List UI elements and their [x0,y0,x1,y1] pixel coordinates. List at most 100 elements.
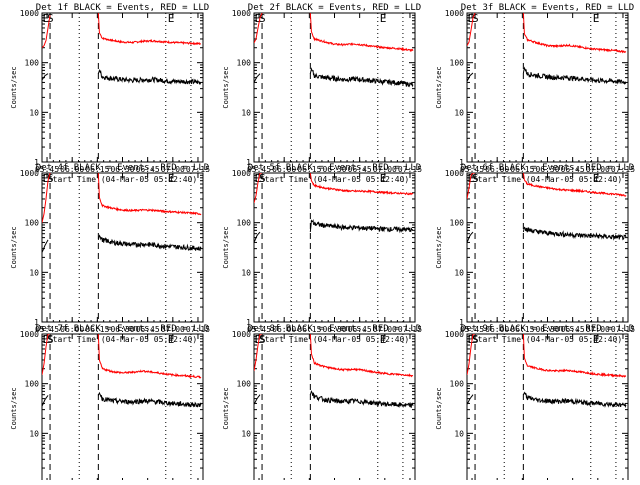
x-axis-label: Start Time (04-Mar-05 05:42:40) [473,335,622,344]
y-tick-label: 10 [29,429,39,438]
panel-det-1f: Det 1f BLACK = Events, RED = LLD 1 10 100 10… [10,3,210,184]
panel-title: Det 8f BLACK = Events, RED = LLD [248,324,421,334]
start-marker-label: S [472,333,479,346]
y-tick-label: 100 [237,59,252,68]
y-tick-label: 10 [241,268,251,277]
x-tick-label: 07:00 [161,165,185,174]
panel-frame [253,172,416,323]
x-tick-label: 07:00 [373,165,397,174]
panel-det-7f: Det 7f BLACK = Events, RED = LLD11010010… [10,324,209,485]
panel-frame [41,12,204,163]
events-series-line [467,66,627,85]
x-tick-label: 07:00 [373,325,397,334]
end-marker-label: E [593,12,600,25]
y-tick-label: 1000 [20,9,39,18]
x-tick-label: 05:45 [460,165,484,174]
panel-det-4f: Det 4f BLACK = Events, RED = LLD 1 10 100 10… [10,163,210,344]
panel-frame [253,333,416,484]
x-axis-label: Start Time (04-Mar-05 05:42:40) [48,335,197,344]
panel-title: Det 5f BLACK = Events, RED = LLD [248,163,421,173]
y-tick-label: 1000 [445,169,464,178]
panel-frame [41,333,204,484]
end-marker-label-left: E [255,333,262,346]
start-marker-label: S [259,12,266,25]
x-tick-label: 05:45 [460,325,484,334]
y-tick-label: 100 [25,219,40,228]
end-marker-label-left: E [255,172,262,185]
x-tick-label: 06:45 [561,325,585,334]
y-tick-label: 1000 [232,169,251,178]
x-tick-label: 06:45 [136,165,160,174]
events-series-line [254,390,414,408]
panel-frame [466,333,629,484]
y-tick-label: 1 [34,318,39,327]
end-marker-label-left: E [255,12,262,25]
x-tick-label: 06:30 [322,325,346,334]
start-marker-label: S [472,172,479,185]
y-axis-label: Counts/sec [222,66,230,108]
y-axis-label: Counts/sec [222,387,230,429]
start-marker-label: S [47,12,54,25]
y-tick-label: 1 [246,318,251,327]
x-tick-label: 06:00 [60,325,84,334]
end-marker-label: E [168,172,175,185]
events-series-line [467,391,627,409]
x-tick-label: 06:15 [85,165,109,174]
x-tick-label: 06:45 [561,165,585,174]
panel-title: Det 4f BLACK = Events, RED = LLD [36,163,209,173]
y-tick-label: 1000 [445,9,464,18]
y-tick-label: 1000 [20,169,39,178]
x-tick-label: 06:00 [60,165,84,174]
y-axis-label: Counts/sec [10,387,18,429]
x-tick-label: 06:30 [110,165,134,174]
x-tick-label: 05:45 [247,165,271,174]
panel-title: Det 2f BLACK = Events, RED = LLD [248,3,421,13]
y-tick-label: 10 [241,108,251,117]
x-axis-label: Start Time (04-Mar-05 05:42:40) [260,335,409,344]
panel-title: Det 9f BLACK = Events, RED = LLD [461,324,634,334]
end-marker-label-left: E [43,333,50,346]
panel-title: Det 7f BLACK = Events, RED = LLD [36,324,209,334]
x-tick-label: 06:45 [348,165,372,174]
y-tick-label: 10 [241,429,251,438]
panel-title: Det 1f BLACK = Events, RED = LLD [36,3,209,13]
y-axis-label: Counts/sec [10,226,18,268]
panel-title: Det 3f BLACK = Events, RED = LLD [461,3,634,13]
y-tick-label: 100 [25,59,40,68]
y-axis-label: Counts/sec [435,226,443,268]
panel-det-5f: Det 5f BLACK = Events, RED = LLD 1 10 100 10… [222,163,422,344]
panel-title: Det 6f BLACK = Events, RED = LLD [461,163,634,173]
x-tick-label: 07:00 [586,165,610,174]
x-tick-label: 06:00 [485,325,509,334]
end-marker-label: E [168,333,175,346]
y-tick-label: 10 [29,108,39,117]
end-marker-label: E [593,333,600,346]
x-tick-label: 06:30 [535,165,559,174]
lld-series-line [467,173,627,200]
x-tick-label: 06:45 [348,325,372,334]
x-axis-label: Start Time (04-Mar-05 05:42:40) [48,175,197,184]
x-tick-label: 06:15 [510,325,534,334]
y-axis-label: Counts/sec [10,66,18,108]
y-tick-label: 1 [246,158,251,167]
x-tick-label: 06:15 [510,165,534,174]
x-tick-label: 07:15 [611,165,635,174]
panel-det-8f: Det 8f BLACK = Events, RED = LLD11010010… [222,324,421,485]
lld-series-line [42,173,202,223]
y-tick-label: 100 [237,219,252,228]
start-marker-label: S [47,333,54,346]
events-series-line [254,218,414,243]
x-tick-label: 05:45 [247,325,271,334]
end-marker-label: E [380,12,387,25]
y-axis-label: Counts/sec [435,66,443,108]
events-series-line [42,68,202,85]
x-tick-label: 07:15 [398,165,422,174]
end-marker-label-left: E [468,333,475,346]
panel-det-6f: Det 6f BLACK = Events, RED = LLD 1 10 100 10… [435,163,635,344]
end-marker-label: E [380,172,387,185]
x-tick-label: 06:30 [110,325,134,334]
y-axis-label: Counts/sec [435,387,443,429]
x-tick-label: 07:15 [611,325,635,334]
